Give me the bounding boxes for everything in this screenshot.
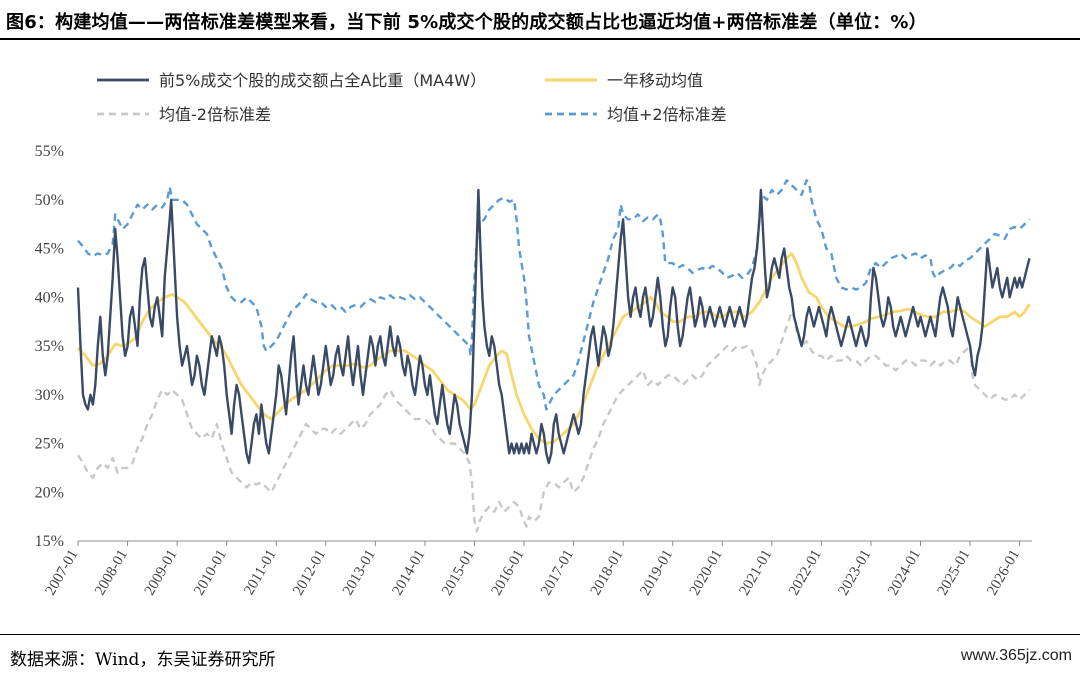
legend-label-4: 均值+2倍标准差 <box>607 105 727 124</box>
y-tick-label: 15% <box>35 533 64 550</box>
x-tick-label: 2026-01 <box>984 547 1023 598</box>
y-tick-label: 20% <box>35 484 64 501</box>
x-tick-label: 2024-01 <box>885 547 924 598</box>
x-tick-label: 2011-01 <box>241 547 280 598</box>
y-tick-label: 45% <box>35 241 64 258</box>
x-tick-label: 2016-01 <box>489 547 528 598</box>
series-group <box>76 179 1031 533</box>
x-tick-label: 2019-01 <box>637 547 676 598</box>
series-line-2 <box>76 252 1031 445</box>
bottom-rule <box>0 634 1080 635</box>
x-tick-label: 2012-01 <box>290 547 329 598</box>
legend-label-2: 一年移动均值 <box>607 71 703 90</box>
x-tick-label: 2014-01 <box>390 547 429 598</box>
x-tick-label: 2022-01 <box>786 547 825 598</box>
x-tick-label: 2009-01 <box>142 547 181 598</box>
y-tick-label: 35% <box>35 338 64 355</box>
x-tick-label: 2023-01 <box>836 547 875 598</box>
x-tick-label: 2013-01 <box>340 547 379 598</box>
y-tick-label: 40% <box>35 289 64 306</box>
x-tick-label: 2008-01 <box>92 547 131 598</box>
legend-label-1: 前5%成交个股的成交额占全A比重（MA4W） <box>159 71 486 90</box>
x-tick-label: 2018-01 <box>588 547 627 598</box>
x-tick-label: 2015-01 <box>439 547 478 598</box>
y-tick-label: 30% <box>35 387 64 404</box>
figure-title-bar: 图6：构建均值——两倍标准差模型来看，当下前 5%成交个股的成交额占比也逼近均值… <box>0 0 1080 40</box>
series-line-4 <box>77 179 1031 411</box>
x-tick-label: 2021-01 <box>736 547 775 598</box>
top-rule <box>0 38 1080 40</box>
x-tick-label: 2007-01 <box>43 547 82 598</box>
source-note: 数据来源：Wind，东吴证券研究所 <box>10 650 276 670</box>
x-axis: 2007-01 2008-01 2009-01 2010-01 2011-01 2012-… <box>43 540 1032 598</box>
x-tick-label: 2010-01 <box>191 547 230 598</box>
x-tick-label: 2020-01 <box>687 547 726 598</box>
x-tick-label: 2025-01 <box>935 547 974 598</box>
series-line-1 <box>76 188 1031 465</box>
y-tick-label: 25% <box>35 436 64 453</box>
y-axis: 15% 20% 25% 30% 35% 40% 45% 50% 55% <box>35 143 64 550</box>
y-tick-label: 55% <box>35 143 64 160</box>
y-tick-label: 50% <box>35 192 64 209</box>
figure-title: 图6：构建均值——两倍标准差模型来看，当下前 5%成交个股的成交额占比也逼近均值… <box>6 12 927 33</box>
x-tick-label: 2017-01 <box>538 547 577 598</box>
watermark: www.365jz.com <box>960 647 1072 664</box>
legend-label-3: 均值-2倍标准差 <box>159 105 271 124</box>
